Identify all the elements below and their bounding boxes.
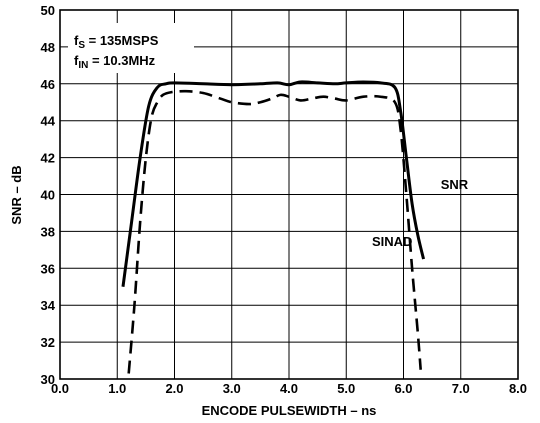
series-layer bbox=[121, 80, 425, 374]
x-axis-label: ENCODE PULSEWIDTH – ns bbox=[202, 403, 377, 418]
x-tick-label: 5.0 bbox=[337, 381, 355, 396]
x-tick-label: 6.0 bbox=[394, 381, 412, 396]
y-tick-label: 42 bbox=[41, 151, 55, 166]
series-labels: SNR SINAD bbox=[372, 177, 469, 249]
series-snr-line bbox=[121, 80, 425, 287]
series-sinad-line bbox=[127, 89, 422, 374]
x-tick-label: 4.0 bbox=[280, 381, 298, 396]
x-tick-label: 1.0 bbox=[108, 381, 126, 396]
y-tick-label: 48 bbox=[41, 40, 55, 55]
annotation-box bbox=[68, 23, 194, 73]
fin-annotation: fIN = 10.3MHz bbox=[74, 53, 156, 71]
fs-annotation: fS = 135MSPS bbox=[74, 33, 159, 51]
series-label-snr: SNR bbox=[441, 177, 469, 192]
x-tick-label: 0.0 bbox=[51, 381, 69, 396]
y-tick-label: 38 bbox=[41, 224, 55, 239]
y-axis-label: SNR – dB bbox=[9, 165, 24, 224]
frequency-annotation: fS = 135MSPS fIN = 10.3MHz bbox=[68, 23, 194, 73]
y-tick-label: 44 bbox=[41, 114, 56, 129]
x-tick-label: 3.0 bbox=[223, 381, 241, 396]
x-tick-label: 8.0 bbox=[509, 381, 527, 396]
y-tick-label: 30 bbox=[41, 372, 55, 387]
y-tick-label: 32 bbox=[41, 335, 55, 350]
tick-labels: 0.0 1.0 2.0 3.0 4.0 5.0 6.0 7.0 8.0 30 32 34 36 38 40 4… bbox=[41, 3, 528, 396]
y-tick-label: 46 bbox=[41, 77, 55, 92]
y-tick-label: 34 bbox=[41, 298, 56, 313]
x-tick-label: 7.0 bbox=[452, 381, 470, 396]
y-tick-label: 40 bbox=[41, 188, 55, 203]
plot-frame bbox=[59, 9, 519, 380]
y-tick-label: 36 bbox=[41, 261, 55, 276]
x-tick-label: 2.0 bbox=[165, 381, 183, 396]
series-label-sinad: SINAD bbox=[372, 234, 412, 249]
y-tick-label: 50 bbox=[41, 3, 55, 18]
